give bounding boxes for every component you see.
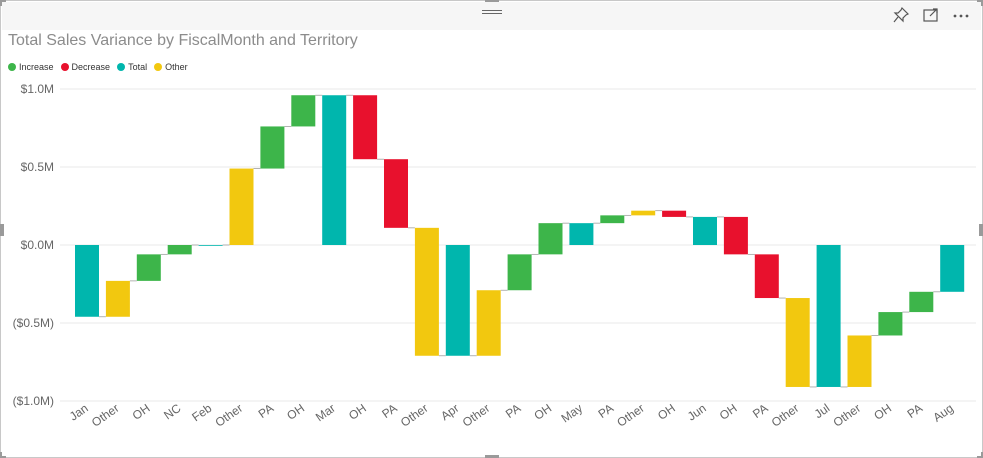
- x-tick-label: PA: [379, 401, 399, 421]
- more-options-icon[interactable]: [951, 6, 971, 24]
- x-tick-label: Aug: [930, 401, 956, 425]
- grip-handle-icon[interactable]: [482, 10, 502, 18]
- x-tick-label: PA: [596, 401, 616, 421]
- legend-label-other: Other: [165, 62, 188, 72]
- x-tick-label: PA: [905, 401, 925, 421]
- x-tick-label: Mar: [313, 401, 338, 424]
- chart-title: Total Sales Variance by FiscalMonth and …: [8, 32, 358, 49]
- x-tick-label: Other: [398, 401, 431, 430]
- waterfall-bar[interactable]: [445, 245, 470, 356]
- legend-item-increase[interactable]: Increase: [8, 62, 54, 72]
- legend-item-total[interactable]: Total: [117, 62, 147, 72]
- resize-handle-bottom-right[interactable]: [977, 456, 983, 458]
- waterfall-bar[interactable]: [229, 168, 254, 245]
- resize-handle-top-left[interactable]: [0, 0, 6, 2]
- waterfall-bar[interactable]: [631, 210, 656, 216]
- legend-item-decrease[interactable]: Decrease: [60, 62, 111, 72]
- resize-handle-right[interactable]: [979, 224, 983, 236]
- x-tick-label: Other: [831, 401, 864, 430]
- focus-mode-icon[interactable]: [921, 6, 941, 24]
- y-tick-label: ($0.5M): [13, 316, 54, 330]
- resize-handle-top[interactable]: [485, 0, 499, 2]
- y-tick-label: $1.0M: [21, 82, 54, 96]
- waterfall-bar[interactable]: [507, 254, 532, 291]
- waterfall-bar[interactable]: [136, 254, 161, 281]
- waterfall-bar[interactable]: [878, 312, 903, 336]
- x-tick-label: OH: [655, 401, 678, 423]
- waterfall-bar[interactable]: [322, 95, 347, 246]
- legend-label-decrease: Decrease: [71, 62, 111, 72]
- x-tick-label: Jun: [685, 401, 709, 424]
- x-tick-label: Other: [213, 401, 246, 430]
- resize-handle-top-left-v[interactable]: [0, 0, 2, 6]
- y-tick-label: ($1.0M): [13, 394, 54, 408]
- y-tick-label: $0.0M: [21, 238, 54, 252]
- waterfall-bar[interactable]: [476, 290, 501, 356]
- waterfall-bar[interactable]: [785, 298, 810, 387]
- waterfall-bar[interactable]: [662, 210, 687, 217]
- waterfall-bar[interactable]: [569, 223, 594, 245]
- legend-label-total: Total: [128, 62, 148, 72]
- x-tick-label: Other: [614, 401, 647, 430]
- visual-header: [2, 2, 981, 30]
- legend-dot-total: [117, 63, 126, 71]
- waterfall-bar[interactable]: [75, 245, 99, 317]
- waterfall-bar[interactable]: [260, 126, 285, 169]
- waterfall-bar[interactable]: [198, 245, 223, 246]
- x-tick-label: Other: [89, 401, 122, 430]
- x-tick-label: Other: [769, 401, 802, 430]
- y-tick-label: $0.5M: [21, 160, 54, 174]
- x-tick-label: OH: [871, 401, 894, 423]
- x-tick-label: OH: [531, 401, 554, 423]
- resize-handle-left[interactable]: [0, 224, 4, 236]
- legend-dot-decrease: [60, 63, 69, 71]
- legend-dot-other: [154, 63, 163, 71]
- resize-handle-bottom[interactable]: [485, 455, 499, 458]
- waterfall-bar[interactable]: [414, 227, 439, 356]
- x-tick-label: NC: [161, 401, 184, 423]
- x-tick-label: PA: [750, 401, 770, 421]
- waterfall-bar[interactable]: [816, 245, 841, 387]
- x-tick-label: PA: [503, 401, 523, 421]
- waterfall-bar[interactable]: [723, 216, 748, 255]
- x-tick-label: Jul: [812, 401, 833, 421]
- x-tick-label: Apr: [438, 401, 461, 423]
- waterfall-bar[interactable]: [384, 159, 408, 228]
- x-tick-label: OH: [346, 401, 369, 423]
- waterfall-bar[interactable]: [538, 223, 563, 255]
- x-tick-label: Feb: [189, 401, 214, 425]
- resize-handle-bottom-left[interactable]: [0, 456, 6, 458]
- waterfall-bar[interactable]: [600, 215, 625, 224]
- resize-handle-bottom-right-v[interactable]: [981, 452, 983, 458]
- x-tick-label: May: [559, 401, 586, 425]
- x-tick-label: OH: [717, 401, 740, 423]
- waterfall-bar[interactable]: [754, 254, 779, 299]
- waterfall-bar[interactable]: [940, 245, 965, 292]
- x-tick-label: OH: [130, 401, 153, 423]
- resize-handle-top-right-v[interactable]: [981, 0, 983, 6]
- pin-icon[interactable]: [891, 6, 911, 24]
- x-tick-label: OH: [284, 401, 307, 423]
- waterfall-bar[interactable]: [291, 95, 316, 127]
- chart-legend: Increase Decrease Total Other: [8, 62, 195, 72]
- waterfall-bar[interactable]: [847, 335, 872, 387]
- waterfall-bar[interactable]: [909, 291, 934, 313]
- x-tick-label: Other: [460, 401, 493, 430]
- waterfall-bar[interactable]: [105, 280, 130, 317]
- waterfall-bar[interactable]: [693, 216, 717, 245]
- resize-handle-top-right[interactable]: [977, 0, 983, 2]
- waterfall-bar[interactable]: [353, 95, 378, 160]
- x-tick-label: Jan: [67, 401, 91, 424]
- legend-label-increase: Increase: [19, 62, 54, 72]
- legend-item-other[interactable]: Other: [154, 62, 188, 72]
- legend-dot-increase: [8, 63, 16, 71]
- waterfall-bar[interactable]: [167, 245, 192, 255]
- x-tick-label: PA: [256, 401, 276, 421]
- resize-handle-bottom-left-v[interactable]: [0, 452, 2, 458]
